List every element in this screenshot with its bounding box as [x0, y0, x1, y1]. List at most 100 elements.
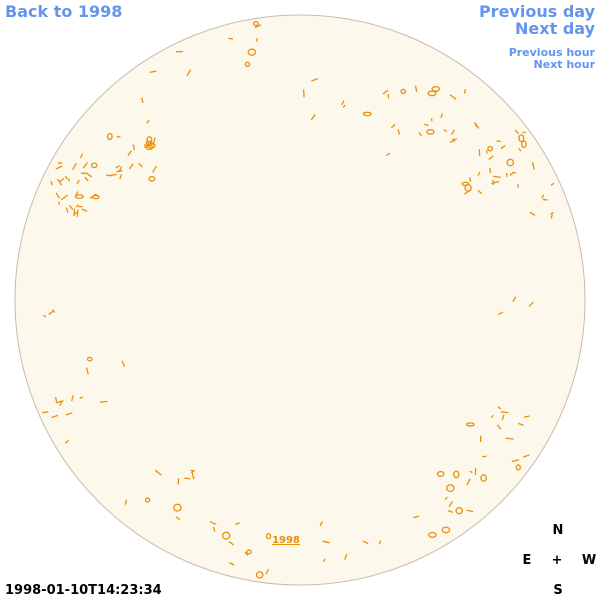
feature [390, 123, 396, 129]
feature [550, 214, 553, 219]
feature [478, 149, 481, 156]
feature [531, 162, 535, 170]
feature [64, 175, 68, 180]
feature [362, 540, 369, 545]
feature [469, 177, 472, 182]
feature [146, 136, 153, 145]
feature [322, 540, 330, 544]
feature [51, 414, 59, 419]
feature [132, 144, 136, 151]
feature [212, 526, 216, 532]
feature [487, 145, 494, 152]
feature [500, 411, 509, 414]
feature [497, 406, 502, 410]
next-hour-link[interactable]: Next hour [534, 58, 596, 71]
feature [436, 470, 445, 477]
feature [86, 173, 93, 178]
feature [145, 140, 153, 147]
feature [246, 549, 252, 555]
feature [89, 193, 97, 200]
feature [463, 189, 471, 195]
feature [119, 174, 123, 180]
feature [235, 522, 240, 525]
feature [148, 175, 156, 182]
timestamp: 1998-01-10T14:23:34 [5, 583, 162, 598]
feature [106, 132, 113, 141]
feature [452, 138, 456, 143]
feature [255, 38, 258, 42]
feature [186, 69, 192, 77]
previous-day-link[interactable]: Previous day [479, 2, 596, 21]
feature [450, 129, 456, 135]
feature [385, 152, 391, 157]
compass-west: W [582, 553, 596, 568]
feature [221, 531, 231, 540]
feature [517, 422, 524, 426]
feature [65, 412, 73, 416]
feature [149, 70, 157, 74]
feature [465, 422, 475, 427]
feature [400, 88, 407, 95]
feature [424, 123, 429, 126]
feature [518, 134, 525, 143]
feature [491, 180, 500, 185]
feature [490, 414, 494, 419]
feature [82, 162, 89, 169]
previous-hour-link[interactable]: Previous hour [509, 46, 596, 59]
feature [244, 551, 249, 556]
feature [431, 86, 441, 92]
feature [522, 131, 526, 134]
feature [79, 396, 84, 400]
feature [550, 211, 555, 215]
feature [173, 503, 182, 512]
feature [520, 140, 527, 149]
feature [480, 474, 487, 482]
feature [441, 526, 451, 534]
feature [265, 568, 270, 575]
feature [64, 439, 70, 444]
feature [482, 455, 487, 458]
feature [488, 155, 494, 161]
feature [253, 20, 259, 27]
feature [50, 180, 54, 186]
next-day-link[interactable]: Next day [515, 19, 596, 38]
feature [319, 520, 323, 527]
feature [54, 396, 58, 402]
feature [550, 182, 555, 186]
feature [496, 424, 502, 430]
feature [48, 310, 54, 316]
feature [342, 104, 346, 108]
feature [209, 521, 217, 525]
feature [509, 171, 514, 176]
feature [512, 296, 517, 303]
back-link[interactable]: Back to 1998 [5, 2, 122, 21]
feature [55, 165, 63, 170]
feature [43, 314, 47, 318]
feature [310, 114, 316, 121]
feature [146, 119, 150, 124]
feature [466, 478, 471, 486]
feature [191, 471, 195, 480]
feature [228, 540, 235, 546]
feature [453, 470, 460, 479]
feature [175, 516, 181, 521]
feature [506, 158, 515, 167]
feature [341, 100, 345, 106]
feature [529, 211, 536, 216]
feature [426, 129, 435, 135]
feature [440, 113, 444, 118]
feature [60, 194, 68, 201]
feature [144, 497, 151, 503]
feature [85, 367, 89, 375]
feature [57, 178, 63, 186]
feature [455, 507, 464, 515]
disk-label[interactable]: 1998 [272, 535, 300, 546]
feature [448, 501, 453, 508]
feature [121, 360, 126, 367]
feature [541, 194, 545, 199]
feature [466, 509, 474, 513]
feature [55, 192, 61, 199]
feature [446, 484, 455, 493]
feature [116, 170, 123, 173]
